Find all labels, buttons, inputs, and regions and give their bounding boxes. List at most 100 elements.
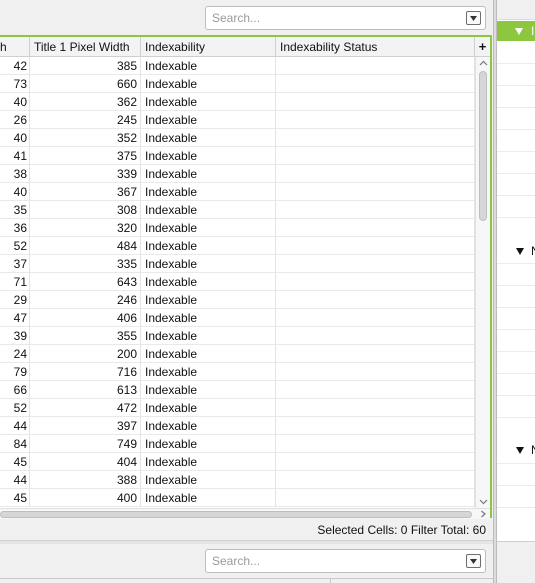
table-cell[interactable]: 44: [0, 417, 30, 435]
table-row[interactable]: 36 320 Indexable: [0, 219, 475, 237]
column-header[interactable]: Indexability: [141, 37, 276, 57]
table-cell[interactable]: 660: [30, 75, 141, 93]
column-header[interactable]: Title 1 Pixel Width: [30, 37, 141, 57]
table-cell[interactable]: 246: [30, 291, 141, 309]
table-cell[interactable]: 484: [30, 237, 141, 255]
table-cell[interactable]: Indexable: [141, 327, 276, 345]
table-cell[interactable]: Indexable: [141, 201, 276, 219]
table-cell[interactable]: [276, 111, 475, 129]
table-cell[interactable]: 335: [30, 255, 141, 273]
table-row[interactable]: 52 472 Indexable: [0, 399, 475, 417]
chevron-down-icon[interactable]: [479, 497, 488, 506]
right-panel-header[interactable]: I: [497, 21, 535, 41]
table-row[interactable]: 35 308 Indexable: [0, 201, 475, 219]
table-row[interactable]: 40 362 Indexable: [0, 93, 475, 111]
table-cell[interactable]: Indexable: [141, 255, 276, 273]
table-cell[interactable]: 41: [0, 147, 30, 165]
table-cell[interactable]: 339: [30, 165, 141, 183]
table-row[interactable]: 44 388 Indexable: [0, 471, 475, 489]
table-cell[interactable]: 38: [0, 165, 30, 183]
table-cell[interactable]: Indexable: [141, 291, 276, 309]
table-cell[interactable]: 29: [0, 291, 30, 309]
table-cell[interactable]: 716: [30, 363, 141, 381]
table-row[interactable]: 38 339 Indexable: [0, 165, 475, 183]
table-cell[interactable]: Indexable: [141, 489, 276, 507]
table-row[interactable]: 42 385 Indexable: [0, 57, 475, 75]
table-cell[interactable]: 362: [30, 93, 141, 111]
search-input[interactable]: [212, 10, 462, 26]
table-cell[interactable]: [276, 165, 475, 183]
table-cell[interactable]: 44: [0, 471, 30, 489]
table-cell[interactable]: 24: [0, 345, 30, 363]
table-cell[interactable]: [276, 237, 475, 255]
table-cell[interactable]: [276, 147, 475, 165]
table-cell[interactable]: [276, 399, 475, 417]
table-cell[interactable]: 40: [0, 93, 30, 111]
add-column-button[interactable]: +: [478, 39, 487, 54]
table-cell[interactable]: Indexable: [141, 345, 276, 363]
table-row[interactable]: 40 367 Indexable: [0, 183, 475, 201]
table-cell[interactable]: [276, 201, 475, 219]
table-cell[interactable]: 388: [30, 471, 141, 489]
table-cell[interactable]: 385: [30, 57, 141, 75]
table-cell[interactable]: 643: [30, 273, 141, 291]
table-cell[interactable]: Indexable: [141, 147, 276, 165]
horizontal-scrollbar[interactable]: [0, 508, 490, 519]
table-cell[interactable]: 406: [30, 309, 141, 327]
table-row[interactable]: 47 406 Indexable: [0, 309, 475, 327]
bottom-search-box[interactable]: [205, 549, 486, 573]
table-cell[interactable]: 367: [30, 183, 141, 201]
table-cell[interactable]: [276, 417, 475, 435]
table-row[interactable]: 45 400 Indexable: [0, 489, 475, 507]
table-row[interactable]: 66 613 Indexable: [0, 381, 475, 399]
column-header[interactable]: Indexability Status: [276, 37, 475, 57]
table-cell[interactable]: Indexable: [141, 57, 276, 75]
table-cell[interactable]: 73: [0, 75, 30, 93]
search-dropdown-button[interactable]: [466, 11, 481, 25]
table-cell[interactable]: [276, 327, 475, 345]
column-header[interactable]: h: [0, 37, 30, 57]
table-cell[interactable]: [276, 255, 475, 273]
chevron-up-icon[interactable]: [479, 59, 488, 68]
table-cell[interactable]: 35: [0, 201, 30, 219]
table-cell[interactable]: 355: [30, 327, 141, 345]
horizontal-splitter[interactable]: [0, 540, 493, 544]
table-cell[interactable]: [276, 345, 475, 363]
scrollbar-thumb[interactable]: [479, 71, 487, 221]
table-cell[interactable]: [276, 453, 475, 471]
vertical-splitter[interactable]: [493, 0, 497, 583]
table-cell[interactable]: [276, 291, 475, 309]
table-cell[interactable]: Indexable: [141, 435, 276, 453]
table-cell[interactable]: 26: [0, 111, 30, 129]
table-row[interactable]: 73 660 Indexable: [0, 75, 475, 93]
table-row[interactable]: 71 643 Indexable: [0, 273, 475, 291]
table-cell[interactable]: [276, 93, 475, 111]
table-cell[interactable]: [276, 75, 475, 93]
table-cell[interactable]: 404: [30, 453, 141, 471]
top-search-box[interactable]: [205, 6, 486, 30]
table-cell[interactable]: Indexable: [141, 417, 276, 435]
table-row[interactable]: 37 335 Indexable: [0, 255, 475, 273]
table-cell[interactable]: 52: [0, 399, 30, 417]
table-cell[interactable]: Indexable: [141, 381, 276, 399]
table-cell[interactable]: Indexable: [141, 273, 276, 291]
table-cell[interactable]: Indexable: [141, 363, 276, 381]
table-cell[interactable]: Indexable: [141, 453, 276, 471]
table-row[interactable]: 84 749 Indexable: [0, 435, 475, 453]
table-row[interactable]: 40 352 Indexable: [0, 129, 475, 147]
table-cell[interactable]: 84: [0, 435, 30, 453]
table-cell[interactable]: 200: [30, 345, 141, 363]
table-cell[interactable]: [276, 57, 475, 75]
table-cell[interactable]: 352: [30, 129, 141, 147]
table-row[interactable]: 52 484 Indexable: [0, 237, 475, 255]
table-cell[interactable]: 37: [0, 255, 30, 273]
table-cell[interactable]: 749: [30, 435, 141, 453]
table-cell[interactable]: Indexable: [141, 111, 276, 129]
table-cell[interactable]: [276, 471, 475, 489]
table-cell[interactable]: [276, 363, 475, 381]
table-cell[interactable]: 400: [30, 489, 141, 507]
search-input[interactable]: [212, 553, 462, 569]
table-cell[interactable]: 320: [30, 219, 141, 237]
vertical-scrollbar[interactable]: [475, 57, 490, 508]
table-cell[interactable]: 375: [30, 147, 141, 165]
